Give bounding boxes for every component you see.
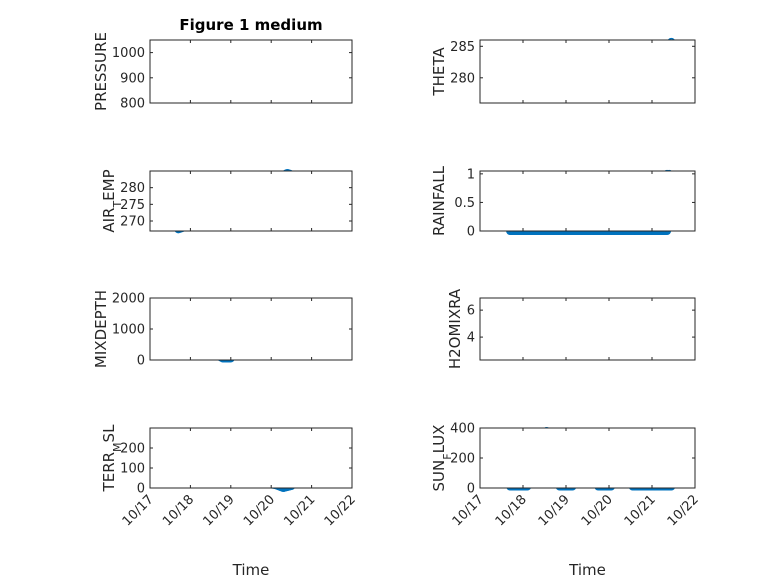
y-tick-label: 285 [450, 40, 475, 55]
x-tick-label: 10/18 [160, 492, 197, 529]
y-tick-label: 900 [120, 71, 145, 86]
y-tick-label: 0 [137, 354, 145, 369]
y-axis-label: H2OMIXRA [446, 288, 464, 369]
y-tick-label: 1 [467, 167, 475, 182]
axes-frame [149, 170, 353, 232]
x-axis-label: Time [232, 561, 270, 579]
y-tick-label: 0.5 [454, 196, 475, 211]
axes-frame [149, 39, 353, 104]
y-tick-label: 0 [137, 482, 145, 497]
x-tick-label: 10/22 [322, 492, 359, 529]
axes-frame [479, 170, 696, 232]
x-tick-label: 10/17 [450, 492, 487, 529]
y-tick-label: 280 [120, 181, 145, 196]
axes-frame [479, 427, 696, 489]
x-tick-label: 10/21 [622, 492, 659, 529]
y-tick-label: 0 [467, 482, 475, 497]
y-tick-label: 200 [120, 442, 145, 457]
x-tick-label: 10/21 [281, 492, 318, 529]
y-tick-label: 100 [120, 462, 145, 477]
y-tick-label: 1000 [112, 46, 145, 61]
figure-title: Figure 1 medium [179, 16, 322, 34]
y-tick-label: 280 [450, 71, 475, 86]
y-tick-label: 2000 [112, 292, 145, 307]
subplot-terr_msl: 10/17 10/18 10/19 10/20 10/21 10/22 0 100 200TER… [100, 424, 359, 579]
x-axis-label: Time [568, 561, 606, 579]
x-tick-label: 10/20 [579, 492, 616, 529]
y-axis-label: AIRTEMP [100, 169, 124, 232]
y-tick-label: 275 [120, 198, 145, 213]
subplot-rainfall: 0 0.5 1 RAINFALL [430, 165, 696, 240]
y-tick-label: 4 [467, 331, 475, 346]
y-tick-label: 0 [467, 225, 475, 240]
x-tick-label: 10/17 [120, 492, 157, 529]
axes-frame [479, 297, 696, 361]
x-tick-label: 10/19 [201, 492, 238, 529]
y-axis-label: SUNFLUX [430, 425, 454, 492]
y-tick-label: 270 [120, 215, 145, 230]
y-tick-label: 400 [450, 422, 475, 437]
y-axis-label: TERRMSL [100, 424, 124, 493]
axes-frame [149, 297, 353, 361]
y-tick-label: 200 [450, 452, 475, 467]
x-tick-label: 10/22 [665, 492, 702, 529]
y-axis-label: MIXDEPTH [92, 290, 110, 368]
x-tick-label: 10/20 [241, 492, 278, 529]
y-tick-label: 6 [467, 304, 475, 319]
y-tick-label: 800 [120, 97, 145, 112]
y-axis-label: RAINFALL [430, 165, 448, 236]
axes-frame [479, 39, 696, 104]
subplot-sun_flux: 10/17 10/18 10/19 10/20 10/21 10/22 0 200 400SUN… [430, 422, 702, 580]
x-tick-label: 10/18 [493, 492, 530, 529]
x-tick-label: 10/19 [536, 492, 573, 529]
axes-frame [149, 427, 353, 489]
y-axis-label: PRESSURE [92, 32, 110, 111]
y-axis-label: THETA [430, 47, 448, 97]
y-tick-label: 1000 [112, 323, 145, 338]
